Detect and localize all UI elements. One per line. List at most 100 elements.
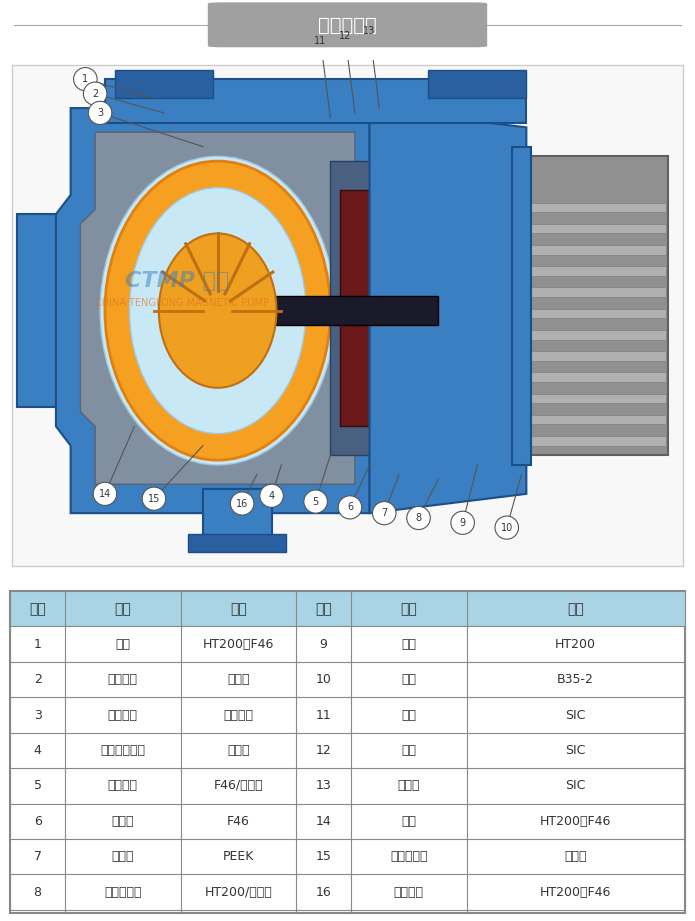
Text: CHINA·TENGLONG MAGNETIC PUMP: CHINA·TENGLONG MAGNETIC PUMP [95, 297, 269, 308]
Text: 材质: 材质 [567, 601, 584, 616]
Text: 加强套: 加强套 [111, 850, 134, 863]
Polygon shape [81, 133, 355, 484]
Text: B35-2: B35-2 [557, 673, 594, 686]
Bar [521, 245, 667, 255]
FancyBboxPatch shape [208, 3, 486, 47]
Text: SIC: SIC [566, 744, 586, 757]
Text: 6: 6 [33, 815, 42, 828]
Text: 序号: 序号 [316, 601, 332, 616]
Bar [105, 79, 526, 122]
Text: 9: 9 [320, 637, 327, 651]
Circle shape [334, 24, 357, 47]
Text: HT200衬F46: HT200衬F46 [540, 886, 612, 899]
Bar [521, 287, 667, 297]
Circle shape [407, 507, 430, 530]
Text: 电机: 电机 [401, 673, 416, 686]
Text: 11: 11 [314, 36, 327, 45]
Text: 7: 7 [33, 850, 42, 863]
Text: 1: 1 [82, 75, 88, 84]
Bar [428, 69, 526, 99]
Circle shape [142, 487, 165, 510]
Text: SIC: SIC [566, 708, 586, 721]
Bar [340, 190, 428, 426]
Text: 10: 10 [316, 673, 332, 686]
Text: 前盖密封圈: 前盖密封圈 [390, 850, 427, 863]
Text: 8: 8 [33, 886, 42, 899]
Bar [521, 203, 667, 212]
Text: 15: 15 [148, 494, 160, 504]
Text: HT200/钕铁硼: HT200/钕铁硼 [204, 886, 272, 899]
Bar [521, 224, 667, 233]
Bar [115, 69, 213, 99]
Text: F46: F46 [227, 815, 250, 828]
Text: 6: 6 [347, 502, 353, 512]
Text: 12: 12 [316, 744, 332, 757]
Bar [10, 591, 685, 626]
Polygon shape [370, 108, 526, 513]
Text: 前盖: 前盖 [401, 815, 416, 828]
Text: 氟橡胶: 氟橡胶 [564, 850, 587, 863]
Bar [164, 297, 438, 325]
Bar [521, 414, 667, 425]
Text: 名称: 名称 [115, 601, 131, 616]
Text: 填充四氟: 填充四氟 [224, 708, 254, 721]
Text: 2: 2 [33, 673, 42, 686]
Bar [188, 534, 286, 552]
Ellipse shape [159, 233, 277, 388]
Circle shape [373, 502, 396, 525]
Text: 14: 14 [316, 815, 332, 828]
Ellipse shape [105, 161, 330, 460]
Text: F46/钕铁硼: F46/钕铁硼 [213, 779, 263, 792]
Text: 4: 4 [268, 491, 275, 501]
Bar [330, 161, 379, 455]
Text: 材质: 材质 [230, 601, 247, 616]
Text: SIC: SIC [566, 779, 586, 792]
Text: 外磁联轴器: 外磁联轴器 [104, 886, 142, 899]
Text: 16: 16 [316, 886, 332, 899]
Text: PEEK: PEEK [223, 850, 254, 863]
Circle shape [83, 82, 107, 105]
Text: 13: 13 [363, 26, 376, 36]
Text: 止推环: 止推环 [398, 779, 420, 792]
Bar [203, 489, 272, 542]
Text: 5: 5 [33, 779, 42, 792]
Text: 材料示意图: 材料示意图 [318, 16, 377, 35]
Text: 16: 16 [236, 498, 248, 508]
Text: 泵体: 泵体 [115, 637, 130, 651]
Circle shape [495, 516, 518, 539]
Bar [521, 393, 667, 403]
Circle shape [93, 483, 117, 506]
Text: 出口法兰: 出口法兰 [394, 886, 424, 899]
Text: 名称: 名称 [400, 601, 417, 616]
Ellipse shape [100, 157, 335, 465]
Circle shape [358, 19, 382, 42]
Text: 转子叶轮: 转子叶轮 [108, 779, 138, 792]
Text: HT200衬F46: HT200衬F46 [203, 637, 275, 651]
Text: 13: 13 [316, 779, 332, 792]
Circle shape [260, 484, 284, 507]
Text: 隔离套密封垫: 隔离套密封垫 [100, 744, 145, 757]
Circle shape [451, 511, 475, 534]
Text: 主轴: 主轴 [401, 708, 416, 721]
Bar [521, 330, 667, 340]
Text: 9: 9 [459, 518, 466, 528]
Text: 叶轮动环: 叶轮动环 [108, 708, 138, 721]
Text: HT200: HT200 [555, 637, 596, 651]
Bar [521, 309, 667, 319]
Bar [521, 372, 667, 382]
Text: 11: 11 [316, 708, 332, 721]
Text: 5: 5 [313, 496, 319, 507]
Text: 1: 1 [33, 637, 42, 651]
Bar [521, 266, 667, 276]
Text: 15: 15 [316, 850, 332, 863]
Circle shape [309, 29, 332, 52]
Text: 4: 4 [33, 744, 42, 757]
Text: 2: 2 [92, 88, 98, 99]
Text: 8: 8 [416, 513, 422, 523]
Text: 隔离套: 隔离套 [111, 815, 134, 828]
Text: 10: 10 [500, 522, 513, 532]
Circle shape [304, 490, 327, 513]
Bar [521, 351, 667, 361]
Ellipse shape [129, 188, 306, 434]
Circle shape [74, 67, 97, 91]
